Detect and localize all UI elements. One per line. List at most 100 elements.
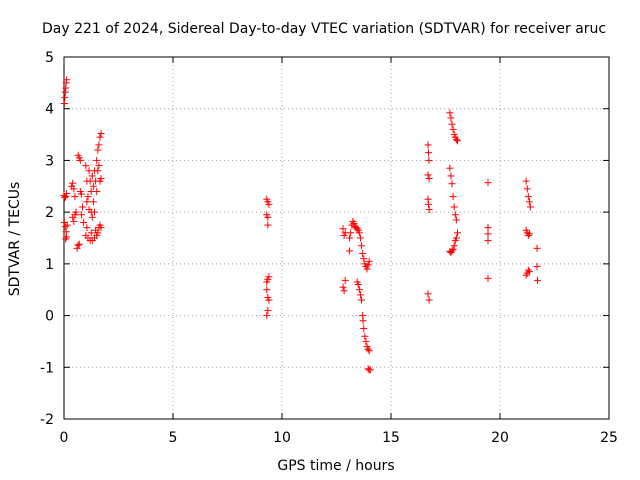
data-point <box>358 242 366 250</box>
data-point <box>448 120 456 128</box>
data-point <box>63 76 71 84</box>
data-point <box>97 175 105 183</box>
data-point <box>97 224 105 232</box>
data-point <box>355 286 363 294</box>
data-point <box>424 149 432 157</box>
data-point <box>359 317 367 325</box>
data-point <box>365 347 373 355</box>
data-point <box>365 257 373 265</box>
x-tick-label: 25 <box>600 430 618 446</box>
data-point <box>448 180 456 188</box>
data-point <box>88 172 96 180</box>
y-tick-label: 1 <box>45 257 54 273</box>
x-tick-label: 15 <box>382 430 400 446</box>
data-point <box>524 266 532 274</box>
data-point <box>71 193 79 201</box>
data-point <box>94 146 102 154</box>
data-point <box>356 234 364 242</box>
y-tick-label: 3 <box>45 153 54 169</box>
plot-frame <box>63 56 610 420</box>
data-point <box>524 193 532 201</box>
data-point <box>362 337 370 345</box>
data-point <box>70 217 78 225</box>
data-point <box>451 237 459 245</box>
data-point <box>91 208 99 216</box>
data-point <box>82 162 90 170</box>
data-point <box>484 179 492 187</box>
y-tick-label: -1 <box>40 360 54 376</box>
data-point <box>360 325 368 332</box>
data-point <box>265 200 273 208</box>
data-point <box>354 281 362 289</box>
data-point <box>70 185 78 193</box>
data-point <box>363 265 371 273</box>
data-point <box>451 211 459 219</box>
data-point <box>425 156 433 164</box>
data-point <box>62 193 70 201</box>
chart-title: Day 221 of 2024, Sidereal Day-to-day VTE… <box>42 21 606 37</box>
data-point <box>366 366 374 374</box>
data-point <box>452 216 460 224</box>
data-point <box>97 130 105 138</box>
data-point <box>87 229 95 237</box>
data-point <box>355 229 363 237</box>
data-point <box>364 345 372 353</box>
data-point <box>453 229 461 237</box>
data-point <box>63 190 71 198</box>
data-point <box>533 262 541 270</box>
data-point <box>69 179 77 187</box>
data-point <box>447 114 455 122</box>
data-point <box>527 203 535 211</box>
data-point <box>264 221 272 229</box>
data-point <box>76 156 84 164</box>
data-point <box>524 231 532 239</box>
data-point <box>346 247 354 255</box>
x-tick-label: 0 <box>60 430 69 446</box>
data-point <box>61 194 69 202</box>
data-point <box>424 290 432 298</box>
data-point <box>450 242 458 250</box>
data-point <box>424 200 432 208</box>
x-tick-label: 10 <box>273 430 291 446</box>
data-point <box>361 332 369 340</box>
data-point <box>484 237 492 245</box>
data-point <box>449 125 457 133</box>
y-tick-label: 4 <box>45 102 54 118</box>
data-point <box>263 286 271 294</box>
data-point <box>265 273 273 281</box>
data-point <box>356 291 364 299</box>
data-point <box>79 203 87 211</box>
data-point <box>80 218 88 226</box>
data-point <box>350 220 358 228</box>
data-point <box>523 185 531 193</box>
data-point <box>533 244 541 252</box>
data-point <box>452 136 460 144</box>
data-point <box>63 221 71 229</box>
x-tick-label: 5 <box>169 430 178 446</box>
data-point <box>60 100 68 108</box>
data-point <box>425 206 433 214</box>
grid-lines <box>64 57 609 419</box>
data-point <box>424 171 432 179</box>
data-point <box>83 198 91 206</box>
data-point <box>73 244 81 252</box>
data-point <box>447 172 455 180</box>
data-point <box>84 193 92 201</box>
data-point <box>525 198 533 206</box>
data-point <box>93 156 101 164</box>
data-point <box>72 208 80 216</box>
data-point <box>264 306 272 314</box>
data-point <box>264 213 272 221</box>
data-point <box>449 193 457 201</box>
y-tick-label: 0 <box>45 309 54 325</box>
data-point <box>74 241 82 249</box>
data-point <box>263 312 271 320</box>
data-point <box>89 198 97 206</box>
data-point <box>346 234 354 242</box>
x-tick-label: 20 <box>491 430 509 446</box>
data-point <box>424 141 432 149</box>
data-point <box>75 240 83 248</box>
data-point <box>83 224 91 232</box>
data-point <box>446 247 454 255</box>
